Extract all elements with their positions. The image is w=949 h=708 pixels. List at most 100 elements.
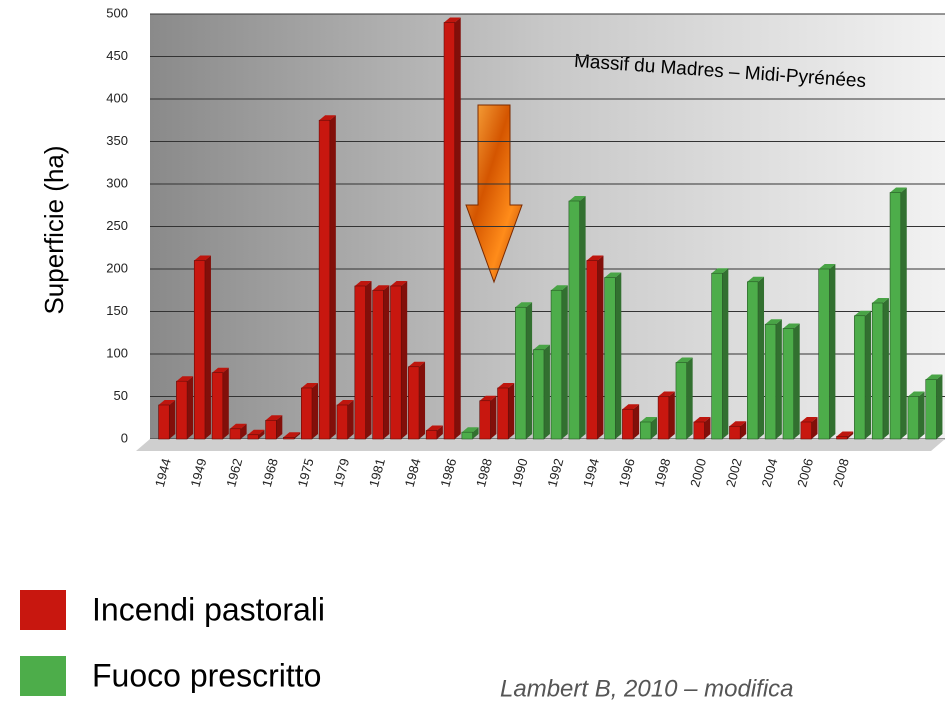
y-axis-label: Superficie (ha) [39,145,69,314]
bar-side [330,115,336,439]
y-tick-label: 100 [106,345,128,360]
x-tick-label: 1962 [223,457,245,489]
bar-side [936,375,942,440]
bar-side [490,396,496,439]
legend-swatch [20,590,66,630]
bar [605,278,616,440]
bar-side [687,358,693,440]
bar-side [865,311,871,439]
bar-side [526,302,532,439]
bar [426,431,437,440]
bar-side [901,188,907,440]
bar [872,303,883,439]
bar-side [419,362,425,439]
bar [266,420,277,439]
bar-side [580,196,586,439]
bar [837,436,848,439]
chart: Superficie (ha) Massif du Madres – Midi-… [0,0,949,708]
bar [908,397,919,440]
bar [444,23,455,440]
bar [462,432,473,439]
source: Lambert B, 2010 – modifica [500,675,794,702]
legend-label: Fuoco prescritto [92,657,321,693]
bar-side [187,376,193,439]
bar [230,429,241,439]
bar [819,269,830,439]
y-tick-label: 500 [106,5,128,20]
bar [658,397,669,440]
bar [301,388,312,439]
bar-side [169,400,175,439]
bar [890,193,901,440]
floor [136,439,945,451]
bar-side [544,345,550,439]
bar [355,286,366,439]
bar [640,422,651,439]
bar [319,120,330,439]
bar [854,316,865,439]
bar-side [383,285,389,439]
bar-side [794,324,800,440]
x-tick-label: 1996 [616,457,638,489]
bar [337,405,348,439]
bar [551,290,562,439]
bar [212,373,223,439]
bar [694,422,705,439]
bar-side [776,319,782,439]
x-tick-label: 1984 [402,457,424,489]
y-tick-label: 0 [121,430,128,445]
bar [373,290,384,439]
x-tick-label: 1990 [509,457,531,489]
bar [159,405,170,439]
bar-side [455,18,461,440]
bar [783,329,794,440]
y-tick-label: 350 [106,133,128,148]
bar-side [401,281,407,439]
x-tick-label: 1968 [259,457,281,489]
x-tick-label: 1949 [188,457,210,489]
bar [622,409,633,439]
y-tick-label: 300 [106,175,128,190]
bar [391,286,402,439]
bar [283,437,294,439]
bar-side [829,264,835,439]
bar [533,350,544,439]
bar [926,380,937,440]
bar [765,324,776,439]
x-tick-label: 1988 [473,457,495,489]
bar-side [883,298,889,439]
y-tick-label: 400 [106,90,128,105]
bar [515,307,526,439]
bar-side [205,256,211,440]
bar-side [562,285,568,439]
x-tick-label: 2004 [758,457,780,489]
bar [498,388,509,439]
bar [480,401,491,439]
bar [712,273,723,439]
bar [248,435,259,439]
x-tick-label: 1998 [651,457,673,489]
bar [176,381,187,439]
x-tick-label: 1992 [544,457,566,489]
bar-side [508,383,514,439]
x-tick-label: 2002 [723,457,745,489]
x-tick-label: 1979 [330,457,352,489]
bar-side [633,404,639,439]
legend-label: Incendi pastorali [92,591,325,627]
x-tick-label: 1994 [580,457,602,489]
bar [408,367,419,439]
x-tick-label: 2008 [830,457,852,489]
bar-side [312,383,318,439]
legend-swatch [20,656,66,696]
y-tick-label: 50 [114,388,128,403]
x-tick-label: 2006 [794,457,816,489]
y-tick-label: 150 [106,303,128,318]
bar-side [615,273,621,440]
x-tick-label: 1986 [437,457,459,489]
y-tick-label: 450 [106,48,128,63]
bar [569,201,580,439]
bar-side [366,281,372,439]
bar [676,363,687,440]
bar-side [348,400,354,439]
x-tick-label: 1944 [152,457,174,489]
